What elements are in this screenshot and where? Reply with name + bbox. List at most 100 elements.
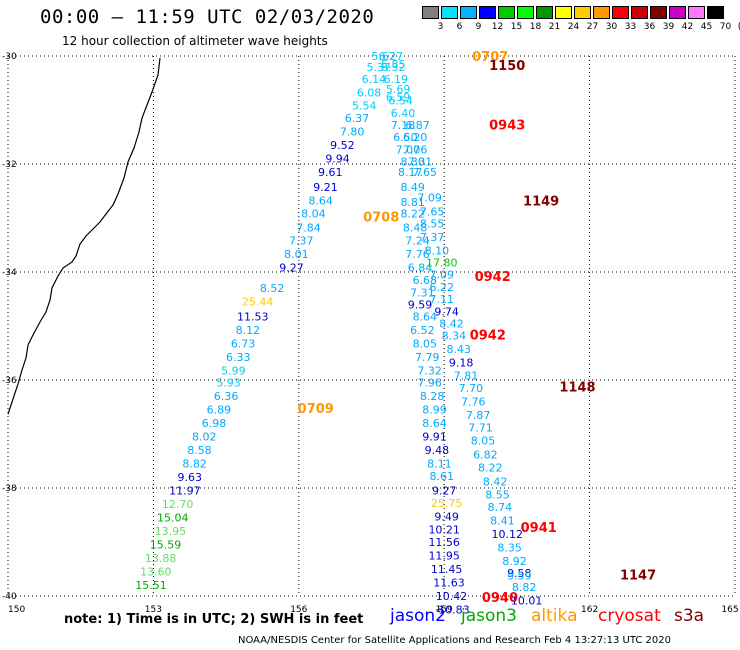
- swh-value-label: 9.49: [434, 511, 459, 524]
- colorbar-label: 36: [643, 22, 656, 32]
- colorbar-swatch: [669, 6, 686, 19]
- colorbar-label: 45: [700, 22, 713, 32]
- swh-value-label: 25.44: [242, 296, 274, 309]
- swh-value-label: 8.55: [420, 217, 445, 230]
- colorbar-label: 6: [456, 22, 463, 32]
- swh-value-label: 8.43: [446, 343, 471, 356]
- colorbar-swatch: [593, 6, 610, 19]
- swh-value-label: 6.89: [207, 404, 232, 417]
- y-tick-label: -30: [2, 52, 17, 62]
- swh-value-label: 8.04: [301, 208, 326, 221]
- swh-value-label: 8.22: [400, 208, 425, 221]
- colorbar-label: 24: [567, 22, 580, 32]
- swh-value-label: 6.37: [345, 112, 370, 125]
- swh-value-label: 9.27: [279, 262, 304, 275]
- x-tick-label: 150: [8, 605, 25, 615]
- pass-time-label: 1150: [489, 59, 525, 74]
- swh-value-label: 6.50: [393, 131, 418, 144]
- swh-value-label: 7.96: [417, 377, 442, 390]
- swh-value-label: 8.48: [403, 222, 428, 235]
- colorbar-swatch: [460, 6, 477, 19]
- swh-value-label: 11.45: [431, 563, 463, 576]
- pass-time-label: 0942: [475, 270, 511, 285]
- swh-value-label: 9.63: [178, 471, 203, 484]
- swh-value-label: 10.42: [436, 590, 468, 603]
- swh-value-label: 8.22: [478, 461, 503, 474]
- legend-mission-jason3: jason3: [461, 606, 517, 626]
- swh-value-label: 10.01: [511, 594, 543, 607]
- colorbar-label: 42: [681, 22, 694, 32]
- swh-value-label: 13.88: [145, 552, 177, 565]
- colorbar-swatch: [688, 6, 705, 19]
- swh-value-label: 5.93: [216, 377, 241, 390]
- swh-value-label: 8.11: [427, 458, 452, 471]
- legend-mission-altika: altika: [531, 606, 578, 626]
- y-tick-label: -38: [2, 484, 17, 494]
- swh-value-label: 8.99: [422, 404, 447, 417]
- swh-value-label: 11.53: [237, 310, 269, 323]
- pass-time-label: 0942: [470, 329, 506, 344]
- colorbar-swatch: [498, 6, 515, 19]
- swh-value-label: 17.80: [426, 256, 458, 269]
- swh-value-label: 6.98: [202, 417, 227, 430]
- swh-value-label: 11.63: [433, 577, 465, 590]
- swh-value-label: 9.94: [325, 153, 350, 166]
- swh-value-label: 11.56: [428, 536, 460, 549]
- swh-value-label: 8.17: [398, 166, 423, 179]
- swh-value-label: 7.70: [459, 382, 484, 395]
- swh-value-label: 5.62: [371, 50, 396, 63]
- colorbar-swatch: [555, 6, 572, 19]
- colorbar-swatch: [707, 6, 724, 19]
- pass-time-label: 0943: [489, 119, 525, 134]
- colorbar-swatch: [536, 6, 553, 19]
- swh-value-label: 6.22: [430, 281, 455, 294]
- colorbar-swatch: [574, 6, 591, 19]
- swh-value-label: 15.51: [135, 579, 167, 592]
- swh-value-label: 7.06: [403, 143, 428, 156]
- colorbar-label: 9: [475, 22, 482, 32]
- swh-value-label: 9.52: [330, 139, 355, 152]
- swh-value-label: 9.48: [425, 444, 450, 457]
- colorbar-swatch: [441, 6, 458, 19]
- colorbar-swatch: [650, 6, 667, 19]
- y-tick-label: -34: [2, 268, 17, 278]
- chart-title: 00:00 – 11:59 UTC 02/03/2020: [40, 6, 375, 28]
- swh-value-label: 5.37: [367, 61, 392, 74]
- swh-value-label: 6.82: [473, 449, 498, 462]
- swh-value-label: 7.79: [415, 351, 440, 364]
- swh-value-label: 8.34: [442, 330, 467, 343]
- colorbar-label: 39: [662, 22, 675, 32]
- swh-value-label: 7.80: [340, 126, 365, 139]
- swh-value-label: 13.60: [140, 566, 172, 579]
- swh-value-label: 13.95: [155, 525, 187, 538]
- swh-value-label: 9.91: [422, 431, 447, 444]
- swh-value-label: 7.71: [468, 422, 493, 435]
- grid: [7, 55, 736, 597]
- swh-value-label: 15.04: [157, 512, 189, 525]
- coastline-path: [7, 57, 161, 415]
- swh-value-label: 15.59: [150, 539, 182, 552]
- colorbar-swatch: [422, 6, 439, 19]
- x-tick-label: 162: [581, 605, 598, 615]
- pass-time-label: 0940: [482, 591, 518, 606]
- swh-value-label: 6.59: [386, 91, 411, 104]
- x-tick-label: 165: [721, 605, 738, 615]
- y-tick-label: -40: [2, 592, 17, 602]
- colorbar-label: (ft): [736, 22, 740, 32]
- swh-value-label: 8.82: [182, 458, 207, 471]
- swh-value-label: 10.21: [428, 524, 460, 537]
- swh-value-label: 12.70: [162, 498, 194, 511]
- pass-time-label: 0708: [363, 210, 399, 225]
- swh-value-label: 7.87: [466, 409, 491, 422]
- swh-value-label: 7.09: [417, 191, 442, 204]
- footer-note: note: 1) Time is in UTC; 2) SWH is in fe…: [64, 612, 364, 627]
- wave-height-points: 5.626.275.376.325.85 6.146.196.08 5.696.59…: [135, 50, 542, 617]
- colorbar-swatch: [612, 6, 629, 19]
- swh-value-label: 5.54: [352, 100, 377, 113]
- swh-value-label: 7.09: [430, 269, 455, 282]
- chart-subtitle: 12 hour collection of altimeter wave hei…: [62, 34, 328, 48]
- colorbar-label: 30: [605, 22, 618, 32]
- swh-value-label: 6.27: [379, 50, 404, 63]
- pass-time-label: 0707: [472, 50, 508, 65]
- swh-value-label: 7.37: [420, 231, 445, 244]
